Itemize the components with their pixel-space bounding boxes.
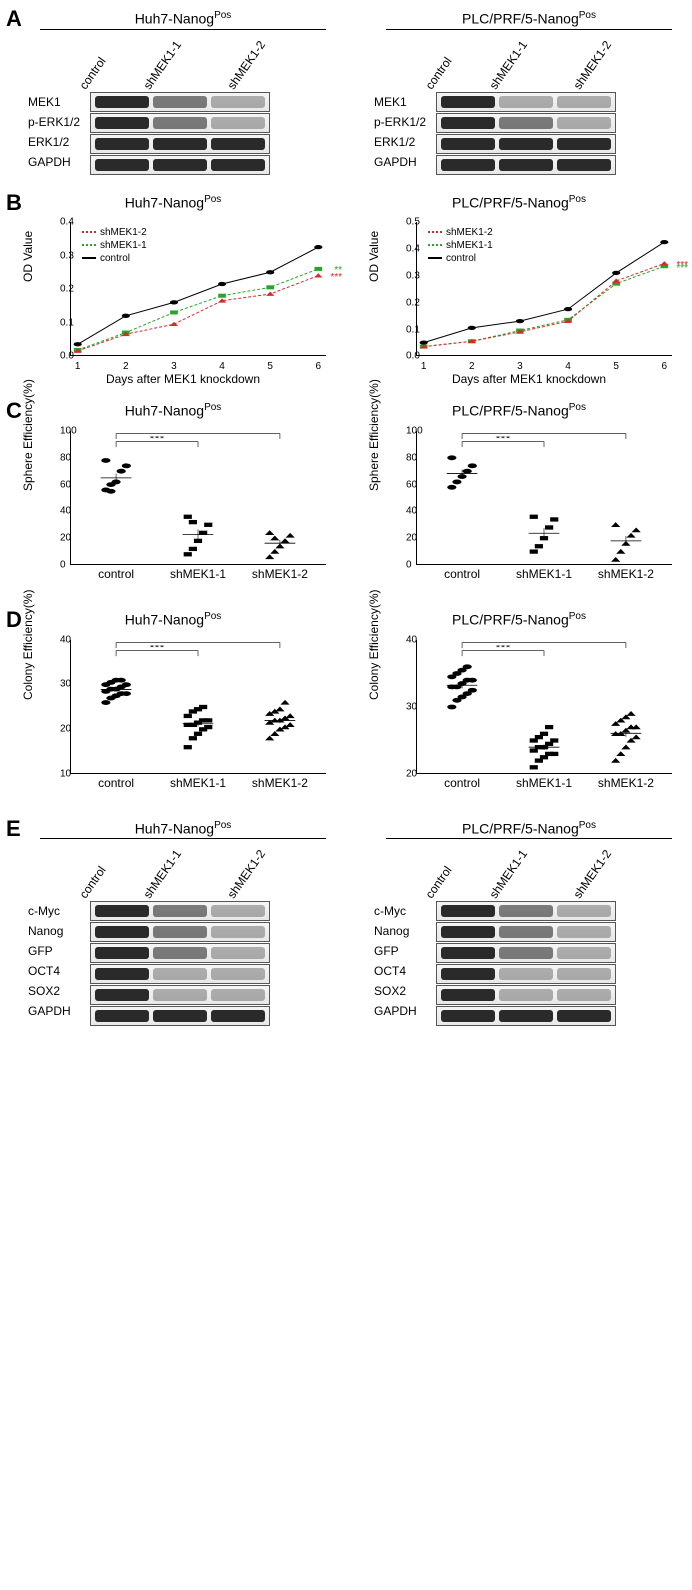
lane-headers: controlshMEK1-1shMEK1-2 — [88, 34, 336, 92]
protein-labels: MEK1p-ERK1/2ERK1/2GAPDH — [28, 92, 90, 176]
panel-d-title-plc: PLC/PRF/5-NanogPos — [356, 611, 682, 628]
svg-text:***: *** — [496, 644, 511, 651]
scatter-d-huh7: Colony Efficiency(%) ****** 10203040cont… — [30, 632, 336, 802]
panel-a-title-plc: PLC/PRF/5-NanogPos — [386, 10, 672, 30]
svg-text:***: *** — [191, 640, 206, 643]
line-chart-huh7: OD Value shMEK1-2shMEK1-1control Days af… — [30, 214, 336, 384]
panel-letter-e: E — [6, 816, 21, 842]
svg-text:***: *** — [191, 431, 206, 434]
line-chart-plc: OD Value shMEK1-2shMEK1-1control Days af… — [376, 214, 682, 384]
panel-b-title-plc: PLC/PRF/5-NanogPos — [356, 194, 682, 211]
svg-text:***: *** — [537, 431, 552, 434]
blot-a-plc — [436, 92, 682, 176]
panel-letter-b: B — [6, 190, 22, 216]
scatter-c-huh7: Sphere Efficiency(%) ****** 020406080100… — [30, 423, 336, 593]
blot-a-huh7 — [90, 92, 336, 176]
scatter-c-plc: Sphere Efficiency(%) ****** 020406080100… — [376, 423, 682, 593]
panel-b-title-huh7: Huh7-NanogPos — [10, 194, 336, 211]
lane-headers: controlshMEK1-1shMEK1-2 — [434, 34, 682, 92]
panel-e-title-huh7: Huh7-NanogPos — [40, 820, 326, 840]
protein-labels: c-MycNanogGFP OCT4SOX2GAPDH — [28, 901, 90, 1027]
panel-c-title-plc: PLC/PRF/5-NanogPos — [356, 402, 682, 419]
blot-e-huh7 — [90, 901, 336, 1027]
panel-letter-c: C — [6, 398, 22, 424]
panel-letter-a: A — [6, 6, 22, 32]
blot-e-plc — [436, 901, 682, 1027]
panel-letter-d: D — [6, 607, 22, 633]
svg-text:***: *** — [537, 640, 552, 643]
svg-text:***: *** — [496, 435, 511, 442]
panel-c-title-huh7: Huh7-NanogPos — [10, 402, 336, 419]
svg-text:***: *** — [150, 435, 165, 442]
panel-a-title-huh7: Huh7-NanogPos — [40, 10, 326, 30]
svg-text:***: *** — [150, 644, 165, 651]
lane-headers: controlshMEK1-1shMEK1-2 — [88, 843, 336, 901]
scatter-d-plc: Colony Efficiency(%) ****** 203040contro… — [376, 632, 682, 802]
panel-e-title-plc: PLC/PRF/5-NanogPos — [386, 820, 672, 840]
lane-headers: controlshMEK1-1shMEK1-2 — [434, 843, 682, 901]
protein-labels: c-MycNanogGFP OCT4SOX2GAPDH — [374, 901, 436, 1027]
panel-d-title-huh7: Huh7-NanogPos — [10, 611, 336, 628]
protein-labels: MEK1p-ERK1/2ERK1/2GAPDH — [374, 92, 436, 176]
